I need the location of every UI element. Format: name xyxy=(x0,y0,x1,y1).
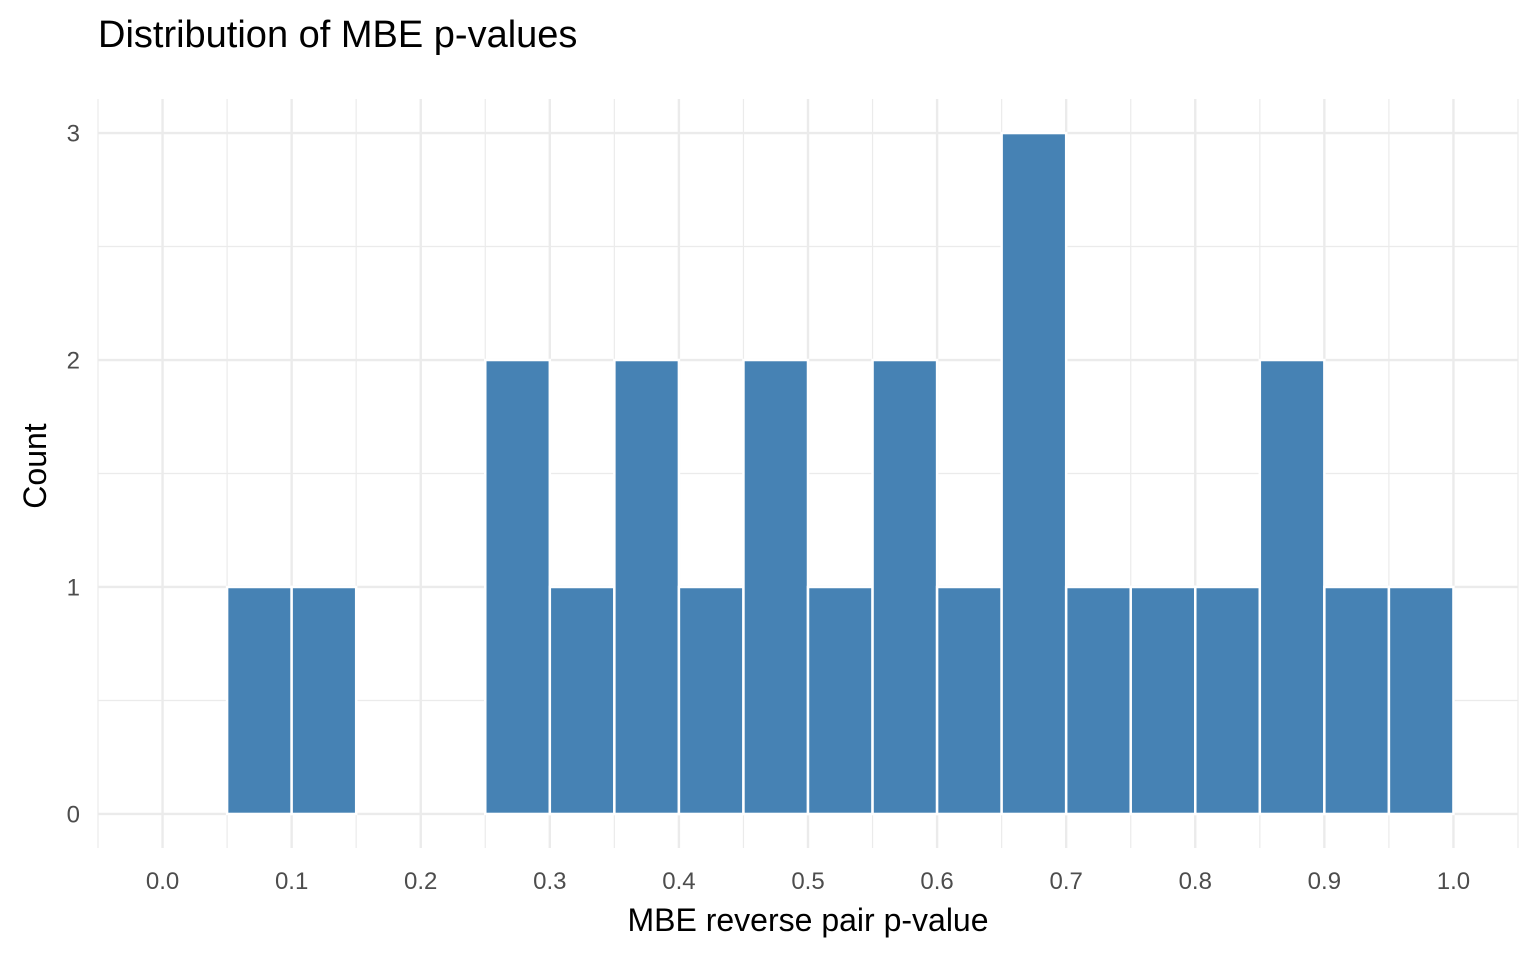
x-axis-title: MBE reverse pair p-value xyxy=(627,902,988,938)
histogram-bar xyxy=(225,585,293,816)
histogram-bar xyxy=(677,585,745,816)
histogram-bar xyxy=(1323,585,1391,816)
x-tick-label: 0.8 xyxy=(1179,868,1212,895)
y-tick-label: 3 xyxy=(67,121,80,148)
y-axis: 0 1 2 3 xyxy=(67,121,80,829)
x-tick-label: 0.0 xyxy=(146,868,179,895)
x-tick-label: 0.6 xyxy=(920,868,953,895)
histogram-bar xyxy=(1000,131,1068,816)
y-tick-label: 1 xyxy=(67,574,80,601)
x-tick-label: 1.0 xyxy=(1437,868,1470,895)
histogram-bar xyxy=(871,358,939,816)
histogram-bar xyxy=(1387,585,1455,816)
x-tick-label: 0.5 xyxy=(791,868,824,895)
histogram-bar xyxy=(1129,585,1197,816)
histogram-bar xyxy=(935,585,1003,816)
histogram-bars xyxy=(225,131,1455,816)
y-axis-title: Count xyxy=(17,423,53,509)
histogram-bar xyxy=(1064,585,1132,816)
x-tick-label: 0.7 xyxy=(1049,868,1082,895)
x-tick-label: 0.1 xyxy=(275,868,308,895)
x-tick-label: 0.9 xyxy=(1308,868,1341,895)
y-tick-label: 0 xyxy=(67,801,80,828)
x-tick-label: 0.3 xyxy=(533,868,566,895)
x-tick-label: 0.4 xyxy=(662,868,695,895)
x-tick-label: 0.2 xyxy=(404,868,437,895)
histogram-bar xyxy=(290,585,358,816)
x-axis: 0.0 0.1 0.2 0.3 0.4 0.5 0.6 0.7 0.8 0.9 1.0 xyxy=(146,868,1470,895)
histogram-bar xyxy=(1258,358,1326,816)
histogram-bar xyxy=(742,358,810,816)
chart-title: Distribution of MBE p-values xyxy=(98,14,578,56)
histogram-bar xyxy=(548,585,616,816)
histogram-bar xyxy=(613,358,681,816)
y-tick-label: 2 xyxy=(67,348,80,375)
histogram-bar xyxy=(484,358,552,816)
histogram-bar xyxy=(806,585,874,816)
histogram-bar xyxy=(1194,585,1262,816)
